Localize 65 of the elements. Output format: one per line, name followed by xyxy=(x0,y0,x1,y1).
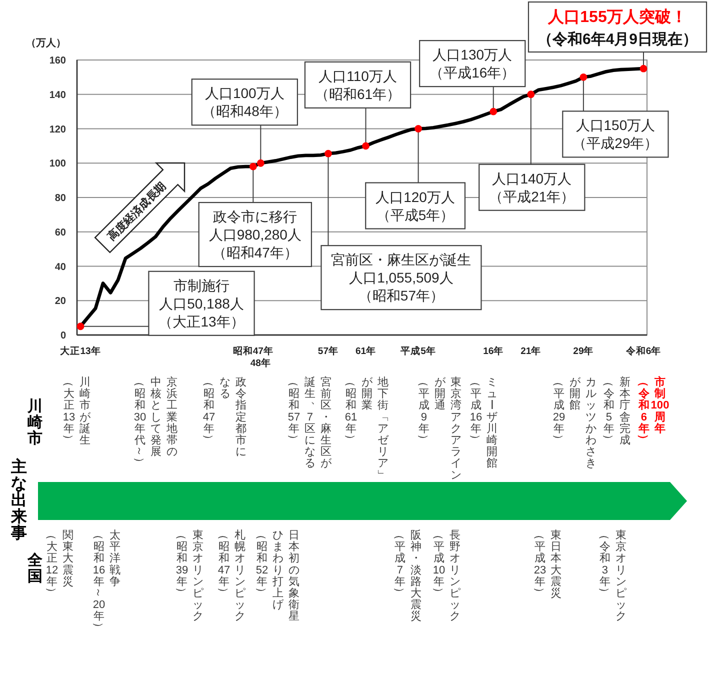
text: 新本庁舎完成（令和5年） xyxy=(602,376,630,446)
category-label: 全国 xyxy=(28,552,42,585)
annotation: 人口110万人（昭和61年） xyxy=(314,68,401,102)
y-tick-label: 120 xyxy=(49,124,66,136)
x-tick-label: 16年 xyxy=(483,345,504,357)
y-tick-label: 40 xyxy=(54,262,66,273)
text: 川崎市が誕生（大正13年） xyxy=(62,376,90,446)
annotation: 人口100万人（昭和48年） xyxy=(202,85,288,120)
annotation: 人口130万人（平成16年） xyxy=(430,46,516,81)
text: 京浜工業地帯の中核として発展（昭和30年代～） xyxy=(132,376,178,468)
text: 東京オリンピック（令和3年） xyxy=(598,529,626,623)
text: 東京湾アクアラインが開通（平成9年） xyxy=(416,376,462,482)
text: 東京オリンピック（昭和39年） xyxy=(174,529,204,623)
x-tick-label: 令和6年 xyxy=(624,345,662,357)
text: 日本初の気象衛星ひまわり打上げ（昭和52年） xyxy=(254,529,300,623)
y-tick-label: 20 xyxy=(54,296,66,308)
annotation: 政令市に移行人口980,280人（昭和47年） xyxy=(208,208,302,261)
point xyxy=(324,150,332,158)
annotation: 人口120万人（平成5年） xyxy=(376,188,455,223)
annotation: 宮前区・麻生区が誕生人口1,055,509人（昭和57年） xyxy=(331,252,472,304)
text: 地下街「アゼリア」が開業（昭和61年） xyxy=(344,376,388,480)
y-tick-label: 60 xyxy=(54,227,66,238)
text: 長野オリンピック（平成10年） xyxy=(432,529,460,623)
y-tick-label: 140 xyxy=(49,90,66,101)
text: 宮前区・麻生区が誕生、7区になる（昭和57年） xyxy=(286,376,332,470)
x-tick-label: 昭和47年 xyxy=(232,345,274,357)
y-tick-label: 100 xyxy=(49,158,66,170)
text: 市制100周年（令和6年） xyxy=(636,376,670,445)
text: 政令指定都市になる（昭和47年） xyxy=(202,376,246,458)
point xyxy=(640,64,648,72)
x-tick-label: 61年 xyxy=(355,345,376,357)
y-tick-label: 0 xyxy=(60,330,66,342)
category-label: 川崎市 xyxy=(28,398,42,447)
annotation: 高度経済成長期 xyxy=(104,180,169,244)
chart-subtitle: （令和6年4月9日現在） xyxy=(537,31,698,48)
annotation: 市制施行人口50,188人（大正13年） xyxy=(158,277,244,330)
x-tick-label: 大正13年 xyxy=(59,345,101,357)
x-tick-label: 29年 xyxy=(573,345,594,357)
point xyxy=(414,125,422,132)
text: ミューザ川崎開館（平成16年） xyxy=(468,376,498,470)
text: 札幌オリンピック（昭和47年） xyxy=(216,529,246,623)
callout: 人口120万人（平成5年） xyxy=(365,128,466,230)
text: 関東大震災（大正12年） xyxy=(44,529,74,598)
x-tick-label: 平成5年 xyxy=(400,345,436,357)
text: 阪神・淡路大震災（平成7年） xyxy=(392,529,422,623)
y-tick-label: 160 xyxy=(49,56,66,67)
x-tick-label: 48年 xyxy=(250,357,271,369)
annotation: 人口150万人（平成29年） xyxy=(572,117,658,152)
point xyxy=(362,142,370,150)
x-tick-label: 57年 xyxy=(318,345,339,357)
point xyxy=(490,108,498,116)
point xyxy=(249,162,257,170)
x-tick-label: 21年 xyxy=(520,345,542,357)
point xyxy=(527,90,535,98)
annotation: 人口140万人（平成21年） xyxy=(489,170,575,204)
point xyxy=(580,73,588,81)
text: 主な出来事 xyxy=(10,456,27,542)
y-tick-label: 80 xyxy=(54,193,66,204)
y-axis-title: （万人） xyxy=(26,37,66,49)
text: 東日本大震災（平成23年） xyxy=(532,529,562,600)
chart-title: 人口155万人突破！ xyxy=(547,8,687,26)
point xyxy=(256,159,264,167)
text: 太平洋戦争（昭和16年～20年） xyxy=(92,529,120,633)
text: カルッツかわさきが開館（平成29年） xyxy=(552,376,596,470)
point xyxy=(76,322,84,330)
